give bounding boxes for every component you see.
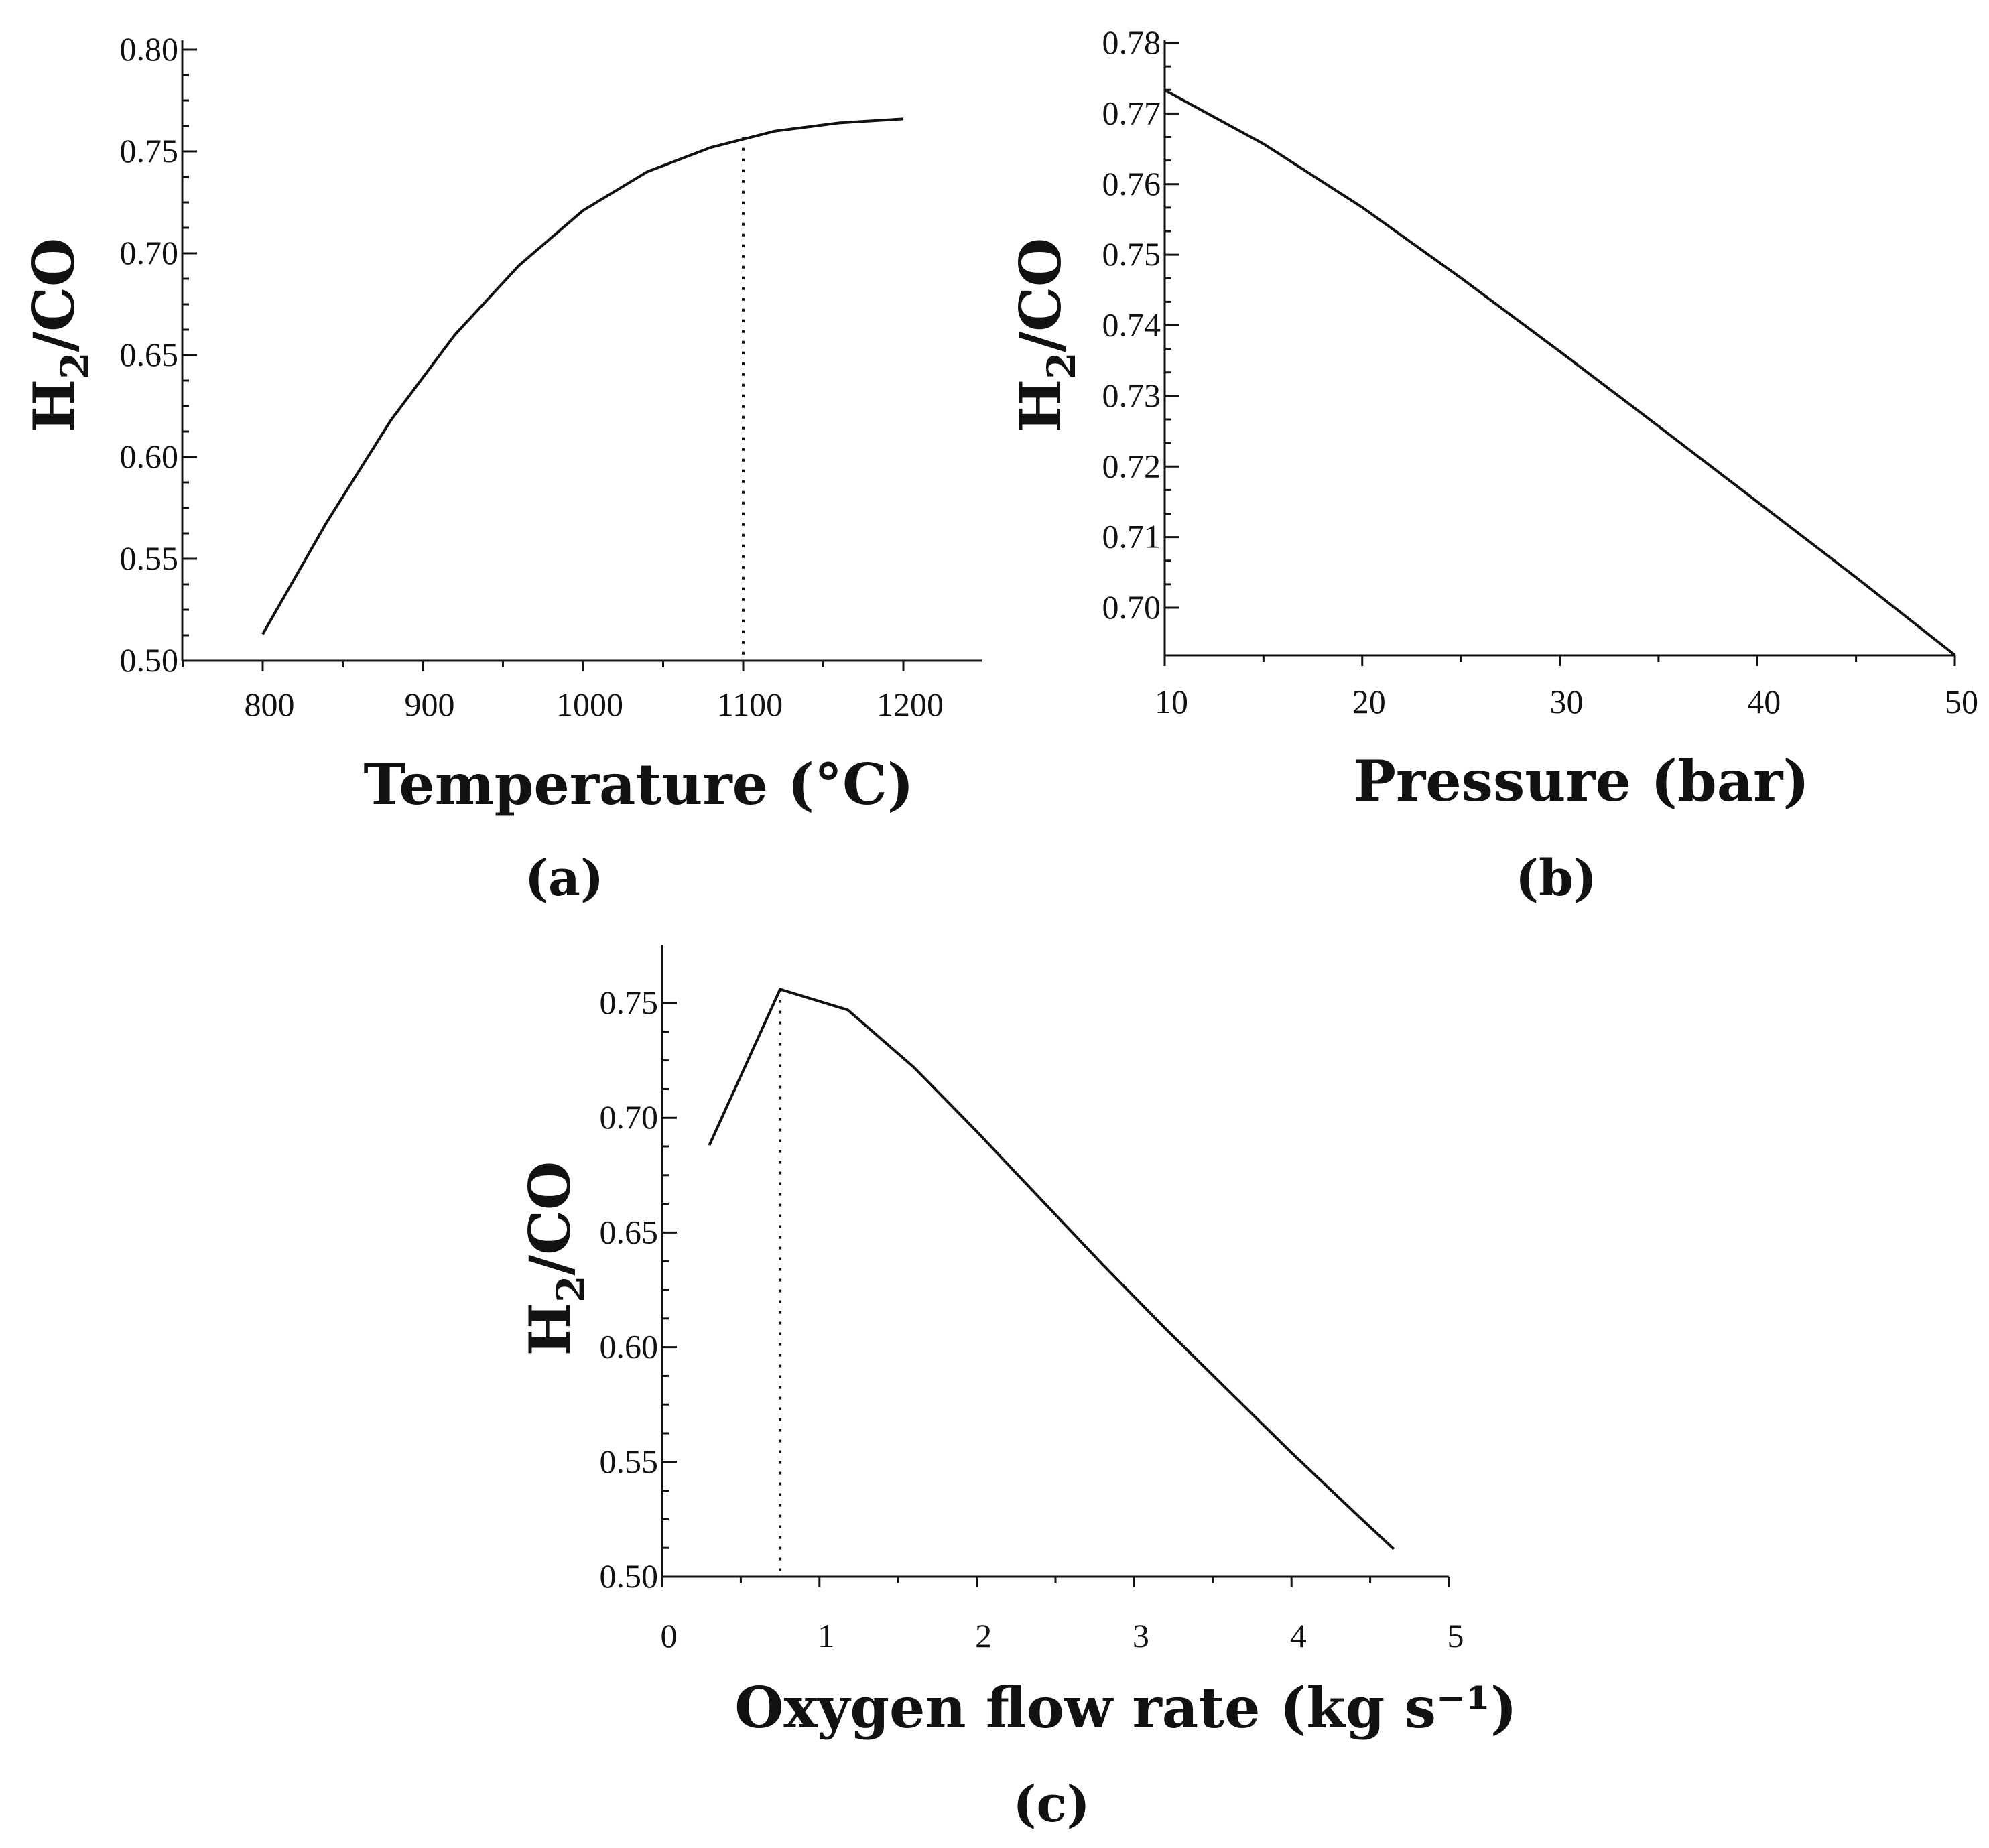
panel-c-series: [708, 988, 1395, 1577]
y-tick-label: 0.55: [600, 1443, 659, 1480]
panel-a-ticks: [182, 48, 905, 671]
x-tick-label: 1100: [717, 685, 783, 723]
panel-a-label: (a): [525, 850, 604, 907]
y-tick-label: 0.55: [120, 539, 179, 577]
y-tick-label: 0.78: [1102, 23, 1161, 61]
panel-a-tick-labels: 0.50 0.55 0.60 0.65 0.70 0.75 0.80 800 900 1000 11…: [120, 30, 944, 723]
series-line-h2-co: [708, 988, 1395, 1550]
panel-b-ticks: [1163, 42, 1956, 666]
panel-c-ticks: [661, 1002, 1450, 1587]
y-tick-label: 0.70: [600, 1098, 659, 1136]
y-tick-label: 0.75: [1102, 235, 1161, 273]
panel-c-oxygen-chart: 0.50 0.55 0.60 0.65 0.70 0.75 0 1 2 3 4 5 Oxygen fl…: [517, 945, 1517, 1833]
x-tick-label: 20: [1352, 683, 1386, 720]
x-tick-label: 800: [245, 685, 295, 723]
y-tick-label: 0.50: [600, 1557, 659, 1595]
panel-b-series: [1164, 88, 1956, 657]
y-tick-label: 0.65: [600, 1213, 659, 1250]
x-tick-label: 1200: [877, 685, 944, 723]
panel-c-x-axis-title: Oxygen flow rate (kg s⁻¹): [734, 1674, 1517, 1741]
panel-a-temperature-chart: 0.50 0.55 0.60 0.65 0.70 0.75 0.80 800 900 1000 11…: [21, 30, 982, 907]
series-line-h2-co: [261, 117, 904, 635]
series-line-h2-co: [1164, 88, 1956, 657]
y-tick-label: 0.60: [120, 438, 179, 475]
x-tick-label: 1: [818, 1617, 834, 1654]
panel-a-series: [261, 117, 904, 661]
panel-a-x-axis-title: Temperature (°C): [363, 751, 913, 817]
y-tick-label: 0.80: [120, 30, 179, 68]
y-tick-label: 0.75: [120, 132, 179, 170]
x-tick-label: 10: [1155, 683, 1188, 720]
y-tick-label: 0.75: [600, 984, 659, 1021]
y-tick-label: 0.76: [1102, 165, 1161, 202]
panel-b-tick-labels: 0.70 0.71 0.72 0.73 0.74 0.75 0.76 0.77 0.78 10 20…: [1102, 23, 1979, 720]
y-tick-label: 0.65: [120, 336, 179, 373]
y-tick-label: 0.73: [1102, 377, 1161, 414]
y-tick-label: 0.70: [1102, 588, 1161, 626]
y-tick-label: 0.71: [1102, 518, 1161, 555]
x-tick-label: 0: [661, 1617, 678, 1654]
y-tick-label: 0.70: [120, 234, 179, 271]
y-tick-label: 0.72: [1102, 447, 1161, 484]
x-tick-label: 30: [1550, 683, 1584, 720]
x-tick-label: 5: [1448, 1617, 1464, 1654]
x-tick-label: 3: [1133, 1617, 1149, 1654]
x-tick-label: 40: [1747, 683, 1781, 720]
panel-b-label: (b): [1515, 850, 1597, 907]
y-tick-label: 0.50: [120, 641, 179, 679]
panel-c-label: (c): [1013, 1776, 1090, 1833]
x-tick-label: 50: [1945, 683, 1978, 720]
panel-c-tick-labels: 0.50 0.55 0.60 0.65 0.70 0.75 0 1 2 3 4 5: [600, 984, 1464, 1654]
panel-a-y-axis-title: H2/CO: [21, 238, 98, 432]
panel-b-y-axis-title: H2/CO: [1007, 238, 1084, 432]
y-tick-label: 0.77: [1102, 94, 1161, 131]
y-tick-label: 0.60: [600, 1328, 659, 1366]
panel-c-y-axis-title: H2/CO: [517, 1161, 594, 1356]
y-tick-label: 0.74: [1102, 306, 1161, 344]
panel-b-pressure-chart: 0.70 0.71 0.72 0.73 0.74 0.75 0.76 0.77 0.78 10 20…: [1007, 23, 1978, 907]
panel-c-axes: [661, 945, 1449, 1578]
panel-b-x-axis-title: Pressure (bar): [1354, 748, 1809, 814]
x-tick-label: 2: [975, 1617, 992, 1654]
x-tick-label: 4: [1290, 1617, 1307, 1654]
x-tick-label: 1000: [556, 685, 623, 723]
x-tick-label: 900: [405, 685, 455, 723]
